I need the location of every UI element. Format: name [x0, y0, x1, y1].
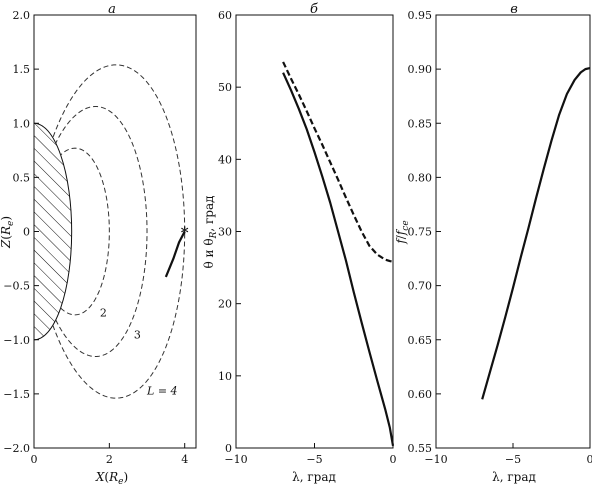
panel-b-ylabel: θ и θR, град	[202, 196, 219, 269]
panel-a-xtick-label: 2	[106, 453, 113, 466]
panel-a-xlabel: X(Re)	[95, 470, 128, 486]
panel-c-plot-area	[481, 66, 591, 400]
panel-c-ytick-label: 0.60	[408, 388, 433, 401]
panel-a-xtick-label: 4	[181, 453, 188, 466]
panel-b-xtick-label: −10	[224, 453, 247, 466]
panel-c-ytick-label: 0.95	[408, 9, 433, 22]
panel-b-ytick-label: 30	[218, 226, 232, 239]
panel-c-ytick-label: 0.70	[408, 280, 433, 293]
panel-c-ytick-label: 0.85	[408, 117, 433, 130]
panel-c-xlabel: λ, град	[492, 470, 536, 484]
panel-c-xtick-label: 0	[587, 453, 592, 466]
panel-b-letter: б	[310, 2, 318, 17]
panel-c-ytick-label: 0.80	[408, 171, 433, 184]
panel-c-xtick-label: −10	[424, 453, 447, 466]
field-line-L2	[60, 147, 110, 316]
panel-a-ytick-label: 2.0	[13, 9, 31, 22]
field-line-L4	[52, 64, 186, 399]
panel-a-ytick-label: −1.0	[3, 334, 30, 347]
panel-a: 2.01.51.00.50−0.5−1.0−1.5−2.00 2 4 23L = 4…	[0, 2, 197, 486]
panel-b-xtick-label: −5	[306, 453, 322, 466]
panel-b-xtick-label: 0	[390, 453, 397, 466]
panel-a-plot-area: 2 3 L = 4 *	[33, 64, 189, 399]
panel-a-ytick-label: 0.5	[13, 171, 31, 184]
panel-a-ytick-label: 1.5	[13, 63, 31, 76]
panel-c-ticks: 0.55 0.60 0.65 0.70 0.75 0.80 0.85 0.90 0.95 −10 −…	[408, 9, 592, 466]
panel-c-letter: в	[510, 2, 518, 17]
panel-b-plot-area	[282, 61, 395, 447]
panel-c-series-solid	[481, 66, 591, 400]
ray-path	[164, 230, 186, 278]
panel-c-frame	[435, 14, 591, 449]
panel-a-ytick-label: −0.5	[3, 280, 30, 293]
panel-a-ylabel: Z(Re)	[0, 216, 16, 249]
panel-b-ytick-label: 20	[218, 298, 232, 311]
panel-c: 0.55 0.60 0.65 0.70 0.75 0.80 0.85 0.90 0.95 −10 −…	[394, 2, 592, 484]
panel-a-letter: а	[108, 2, 116, 17]
panel-c-xtick-label: −5	[505, 453, 521, 466]
panel-b: 0 10 20 30 40 50 60 −10 −5 0 б θ и θR, град λ, гр…	[202, 2, 397, 484]
field-line-label: L = 4	[146, 385, 178, 398]
panel-b-ytick-label: 0	[225, 442, 232, 455]
field-line-label: 2	[100, 307, 107, 320]
panel-c-ytick-label: 0.55	[408, 442, 433, 455]
panel-a-ytick-label: −2.0	[3, 442, 30, 455]
earth-hatched	[33, 122, 73, 341]
field-line-L3	[55, 106, 148, 357]
panel-b-ytick-label: 10	[218, 370, 232, 383]
panel-b-ytick-label: 50	[218, 81, 232, 94]
panel-c-ytick-label: 0.90	[408, 63, 433, 76]
panel-b-xlabel: λ, град	[292, 470, 336, 484]
panel-b-series-dashed	[282, 61, 394, 263]
panel-b-ticks: 0 10 20 30 40 50 60 −10 −5 0	[218, 9, 397, 466]
panel-b-ytick-label: 40	[218, 153, 232, 166]
panel-b-series-solid	[282, 72, 395, 447]
panel-c-ylabel: f/fce	[394, 220, 411, 244]
panel-a-ytick-label: 1.0	[13, 117, 31, 130]
panel-a-ytick-label: 0	[23, 226, 30, 239]
panel-b-frame	[235, 14, 394, 449]
panel-a-xtick-label: 0	[31, 453, 38, 466]
field-line-label: 3	[134, 328, 141, 341]
panel-c-ytick-label: 0.75	[408, 226, 433, 239]
panel-a-ytick-label: −1.5	[3, 388, 30, 401]
panel-b-ytick-label: 60	[218, 9, 232, 22]
ray-start-marker: *	[181, 224, 189, 242]
panel-c-ytick-label: 0.65	[408, 334, 433, 347]
